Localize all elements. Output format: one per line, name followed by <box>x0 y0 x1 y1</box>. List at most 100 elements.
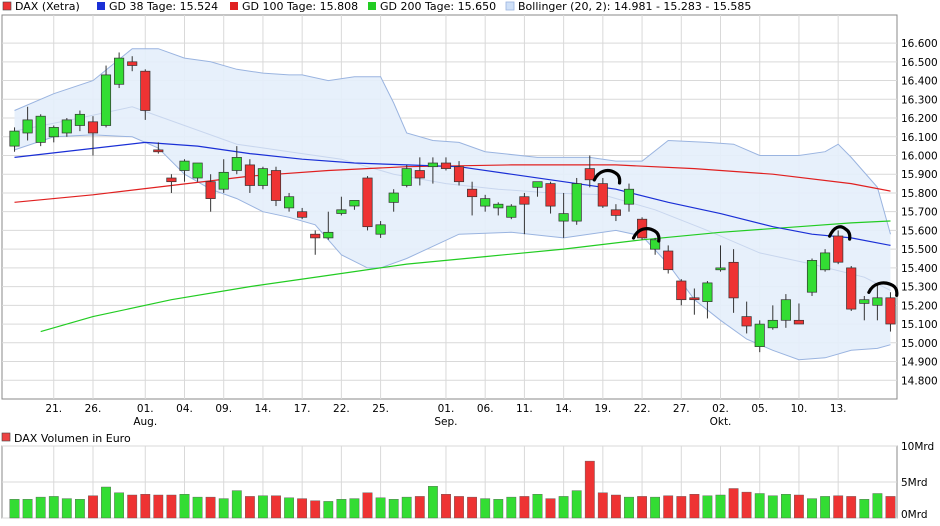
volume-bar <box>715 494 726 519</box>
volume-bar <box>493 499 504 519</box>
candle-body <box>22 119 33 134</box>
candle-body <box>427 162 438 168</box>
candle-body <box>493 203 504 209</box>
volume-bar <box>794 494 804 519</box>
volume-bar <box>401 496 412 519</box>
volume-bar <box>859 499 870 519</box>
candle-body <box>440 162 452 169</box>
candle-body <box>558 213 569 222</box>
volume-bar <box>532 494 543 519</box>
volume-bar <box>231 490 242 519</box>
volume-bar <box>153 494 164 519</box>
candle-body <box>179 160 190 171</box>
candle-body <box>205 181 216 199</box>
volume-bar <box>689 494 700 519</box>
bollinger-fill <box>14 48 891 360</box>
volume-bar <box>754 493 765 519</box>
y-tick-label: 16.000 <box>901 150 938 162</box>
candle-body <box>597 183 608 207</box>
candle-body <box>806 260 818 293</box>
y-tick-label: 15.500 <box>901 244 938 256</box>
candle-body <box>545 183 556 207</box>
volume-bar <box>558 496 569 519</box>
candle-body <box>231 157 242 171</box>
volume-bar <box>48 496 59 519</box>
candle-body <box>192 162 203 179</box>
volume-bar <box>310 500 321 519</box>
candle-body <box>623 188 635 205</box>
y-tick-label: 15.200 <box>901 300 938 312</box>
candle-body <box>87 121 99 134</box>
x-tick-label: 27. <box>673 403 690 415</box>
legend-gd100: GD 100 Tage: 15.808 <box>242 0 358 13</box>
volume-bar <box>676 496 687 519</box>
y-tick-label: 15.800 <box>901 188 938 200</box>
candle-body <box>754 323 765 347</box>
volume-bar <box>74 499 85 519</box>
y-tick-label: 16.200 <box>901 113 938 125</box>
volume-bar <box>9 499 20 519</box>
volume-bar <box>467 496 477 519</box>
candle-body <box>74 113 85 126</box>
volume-bar <box>728 488 739 519</box>
legend-swatch-bollinger <box>505 1 515 11</box>
legend-gd38: GD 38 Tage: 15.524 <box>109 0 218 13</box>
candle-body <box>728 261 739 299</box>
candle-body <box>793 319 804 325</box>
volume-bar <box>114 492 125 519</box>
candle-body <box>61 119 72 134</box>
volume-bar <box>22 499 33 519</box>
candle-body <box>375 224 386 235</box>
x-tick-label: 14. <box>555 403 572 415</box>
candle-body <box>571 183 582 222</box>
candle-body <box>349 200 360 207</box>
candle-body <box>780 299 791 321</box>
candle-body <box>833 235 844 263</box>
volume-tick-label: 10Mrd <box>901 441 934 453</box>
x-tick-label: 01. <box>438 403 455 415</box>
legend-gd200: GD 200 Tage: 15.650 <box>380 0 496 13</box>
candle-body <box>846 267 857 310</box>
candle-body <box>820 252 831 271</box>
candle-body <box>35 115 46 143</box>
y-tick-label: 16.500 <box>901 57 938 69</box>
x-tick-label: 14. <box>255 403 272 415</box>
candle-body <box>114 57 125 85</box>
candle-body <box>153 149 164 153</box>
gd200-line <box>40 220 891 333</box>
volume-bar <box>35 496 46 519</box>
candle-body <box>414 170 425 179</box>
volume-bar <box>624 496 634 519</box>
volume-axis-ticks: 10Mrd 5Mrd 0Mrd <box>901 441 934 521</box>
x-tick-month: Sep. <box>434 416 457 428</box>
x-tick-label: 25. <box>372 403 389 415</box>
volume-bar <box>781 494 791 519</box>
volume-bar <box>192 496 203 519</box>
candle-body <box>257 168 268 186</box>
volume-bar <box>297 498 307 519</box>
x-tick-label: 21. <box>45 403 62 415</box>
candle-body <box>310 233 321 239</box>
volume-bar <box>205 496 216 519</box>
y-tick-label: 16.100 <box>901 132 938 144</box>
candle-body <box>689 297 700 301</box>
volume-bars <box>9 460 896 519</box>
volume-bar <box>258 495 268 519</box>
volume-bar <box>166 494 177 519</box>
volume-swatch <box>1 432 11 442</box>
y-tick-label: 15.400 <box>901 263 938 275</box>
volume-bar <box>702 495 713 519</box>
y-tick-label: 15.300 <box>901 282 938 294</box>
candle-body <box>650 239 661 250</box>
x-tick-label: 09. <box>215 403 232 415</box>
x-tick-label: 22. <box>333 403 350 415</box>
volume-bar <box>741 491 752 519</box>
volume-bar <box>663 495 674 519</box>
y-tick-label: 16.400 <box>901 76 938 88</box>
volume-bar <box>846 496 857 519</box>
y-tick-label: 15.100 <box>901 319 938 331</box>
legend-swatch-gd100 <box>230 2 238 10</box>
volume-bar <box>441 494 451 519</box>
x-tick-label: 06. <box>477 403 494 415</box>
